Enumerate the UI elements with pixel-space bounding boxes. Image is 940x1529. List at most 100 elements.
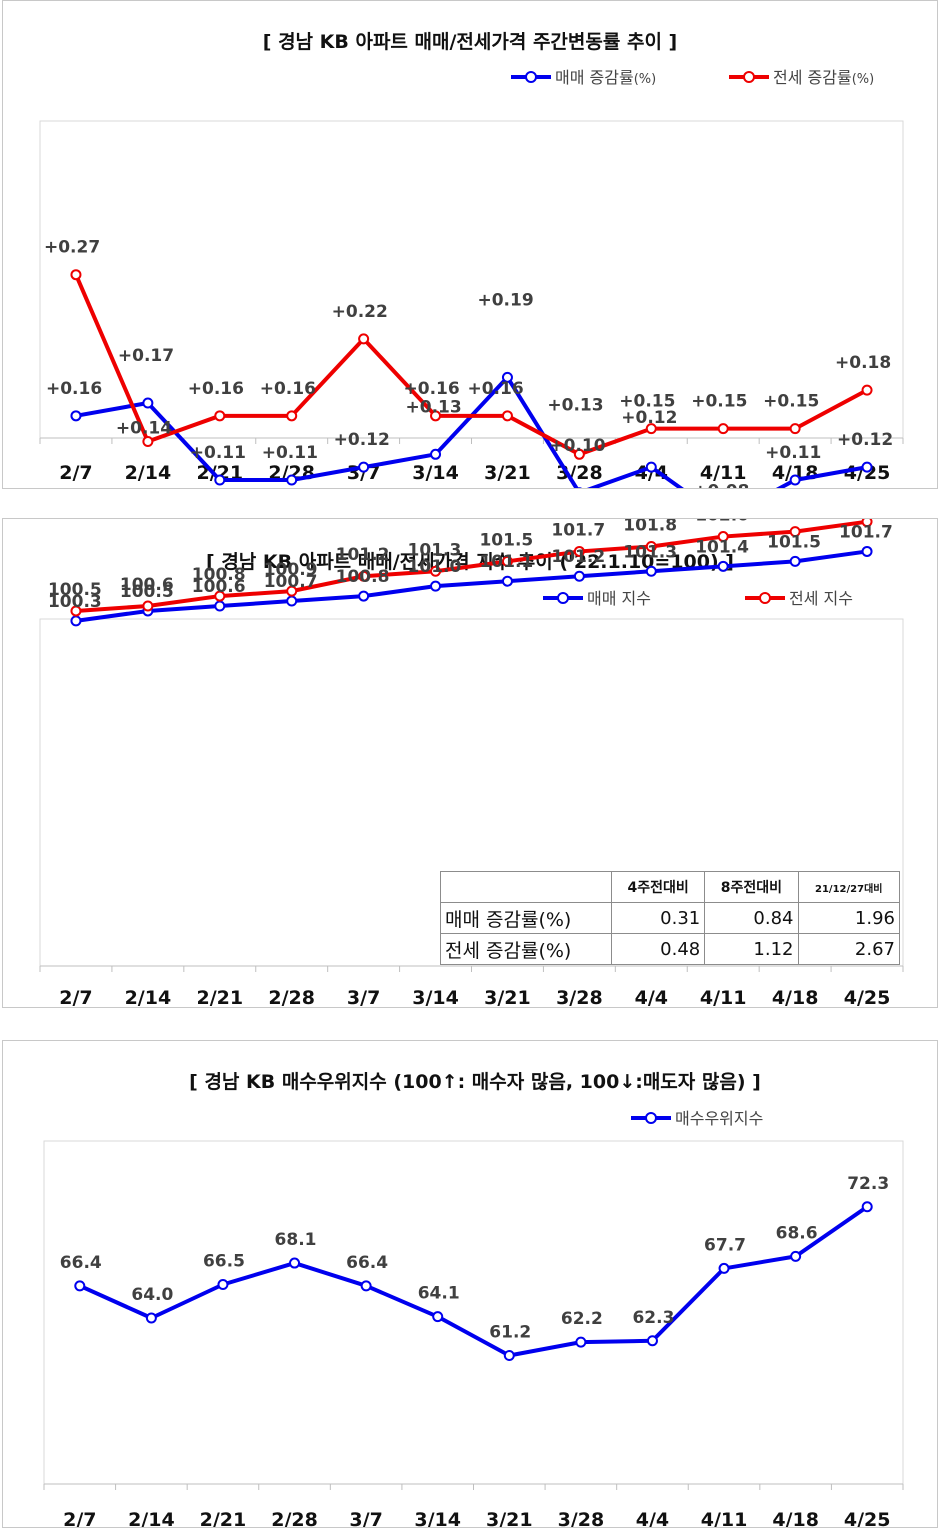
- data-point: [718, 1262, 730, 1274]
- legend-marker: [557, 592, 569, 604]
- table-cell: 0.84: [704, 902, 799, 934]
- data-point: [645, 423, 657, 435]
- data-label: 101.5: [479, 530, 533, 550]
- table-row: 매매 증감률(%) 0.31 0.84 1.96: [440, 902, 900, 934]
- price-index-chart-panel: [ 경남 KB 아파트 매매/전세가격 지수 추이 ('22.1.10=100)…: [2, 518, 938, 1008]
- data-point: [573, 545, 585, 557]
- x-tick-label: 4/25: [844, 1509, 891, 1527]
- data-label: +0.13: [406, 397, 462, 417]
- data-point: [575, 1336, 587, 1348]
- data-point: [861, 384, 873, 396]
- legend-marker: [525, 71, 537, 83]
- data-point: [214, 600, 226, 612]
- table-header-cell: 21/12/27대비: [797, 871, 900, 903]
- data-point: [430, 565, 442, 577]
- data-label: +0.12: [621, 408, 677, 428]
- data-label: +0.27: [44, 238, 100, 258]
- x-tick-label: 3/21: [484, 987, 531, 1007]
- data-point: [358, 590, 370, 602]
- series-line: [74, 273, 868, 457]
- data-label: 61.2: [489, 1323, 531, 1343]
- data-point: [358, 570, 370, 582]
- table-row: 전세 증감률(%) 0.48 1.12 2.67: [440, 933, 900, 965]
- data-point: [645, 540, 657, 552]
- data-label: +0.22: [332, 302, 388, 322]
- weekly-change-chart: [ 경남 KB 아파트 매매/전세가격 주간변동률 추이 ] 2/7 2/14 2/…: [39, 31, 904, 488]
- data-point: [286, 585, 298, 597]
- data-label: 100.7: [264, 572, 318, 592]
- data-label: +0.16: [188, 379, 244, 399]
- data-label: 102.0: [695, 519, 749, 526]
- data-label: +0.11: [190, 443, 246, 463]
- table-header-row: 4주전대비 8주전대비 21/12/27대비: [440, 871, 900, 903]
- data-point: [70, 269, 82, 281]
- data-label: 101.8: [623, 519, 677, 535]
- data-label: 101.2: [336, 545, 390, 565]
- x-tick-label: 3/28: [558, 1509, 605, 1527]
- data-point: [501, 555, 513, 567]
- x-tick-label: 2/7: [59, 462, 92, 484]
- change-summary-table: 4주전대비 8주전대비 21/12/27대비 매매 증감률(%) 0.31 0.…: [440, 871, 900, 965]
- data-label: +0.08: [693, 481, 749, 488]
- x-tick-label: 2/14: [128, 1509, 175, 1527]
- data-point: [358, 461, 370, 473]
- data-point: [74, 1280, 86, 1292]
- x-tick-label: 2/14: [125, 462, 172, 484]
- legend-unit: (%): [634, 72, 657, 87]
- data-point: [789, 526, 801, 538]
- data-point: [70, 615, 82, 627]
- data-point: [646, 1335, 658, 1347]
- data-label: 68.1: [275, 1230, 317, 1250]
- x-tick-label: 3/7: [347, 987, 380, 1007]
- series-line: [78, 1205, 869, 1358]
- data-point: [70, 410, 82, 422]
- table-cell: 0.31: [610, 902, 706, 934]
- data-label: 100.8: [336, 567, 390, 587]
- data-label: +0.15: [691, 392, 747, 412]
- data-label: +0.15: [619, 392, 675, 412]
- x-tick-label: 3/21: [486, 1509, 533, 1527]
- data-label: 100.3: [48, 592, 102, 612]
- data-label: 101.3: [408, 540, 462, 560]
- table-cell: 1.12: [704, 933, 799, 965]
- table-header-cell: 8주전대비: [704, 871, 799, 903]
- data-label: 100.5: [48, 580, 102, 600]
- data-label: 101.2: [551, 547, 605, 567]
- legend-marker: [743, 71, 755, 83]
- data-point: [430, 410, 442, 422]
- chart-title: [ 경남 KB 매수우위지수 (100↑: 매수자 많음, 100↓:매도자 많…: [189, 1071, 761, 1093]
- x-tick-label: 4/18: [772, 987, 819, 1007]
- data-point: [573, 570, 585, 582]
- data-point: [432, 1311, 444, 1323]
- data-point: [501, 410, 513, 422]
- legend-label: 매매 지수: [587, 589, 651, 608]
- data-point: [145, 1312, 157, 1324]
- x-tick-label: 4/11: [700, 462, 747, 484]
- data-point: [501, 575, 513, 587]
- data-label: 100.5: [120, 582, 174, 602]
- data-label: +0.12: [837, 430, 893, 450]
- data-label: 100.8: [192, 565, 246, 585]
- table-cell: 0.48: [610, 933, 706, 965]
- data-label: 101.0: [408, 557, 462, 577]
- table-corner-cell: [440, 871, 612, 903]
- legend-label: 매매 증감률(%): [555, 68, 656, 87]
- data-label: +0.12: [334, 430, 390, 450]
- data-label: 102.1: [767, 519, 821, 521]
- data-point: [70, 605, 82, 617]
- data-point: [286, 410, 298, 422]
- x-tick-label: 2/7: [59, 987, 92, 1007]
- x-tick-label: 4/11: [700, 987, 747, 1007]
- x-tick-label: 3/14: [414, 1509, 461, 1527]
- data-point: [717, 560, 729, 572]
- data-label: 68.6: [776, 1223, 818, 1243]
- data-point: [645, 565, 657, 577]
- data-point: [214, 474, 226, 486]
- data-label: 66.5: [203, 1252, 245, 1272]
- x-tick-label: 3/14: [412, 462, 459, 484]
- series-line: [75, 519, 868, 613]
- data-point: [501, 371, 513, 383]
- x-tick-label: 2/14: [125, 987, 172, 1007]
- x-tick-label: 2/28: [268, 987, 315, 1007]
- data-point: [289, 1257, 301, 1269]
